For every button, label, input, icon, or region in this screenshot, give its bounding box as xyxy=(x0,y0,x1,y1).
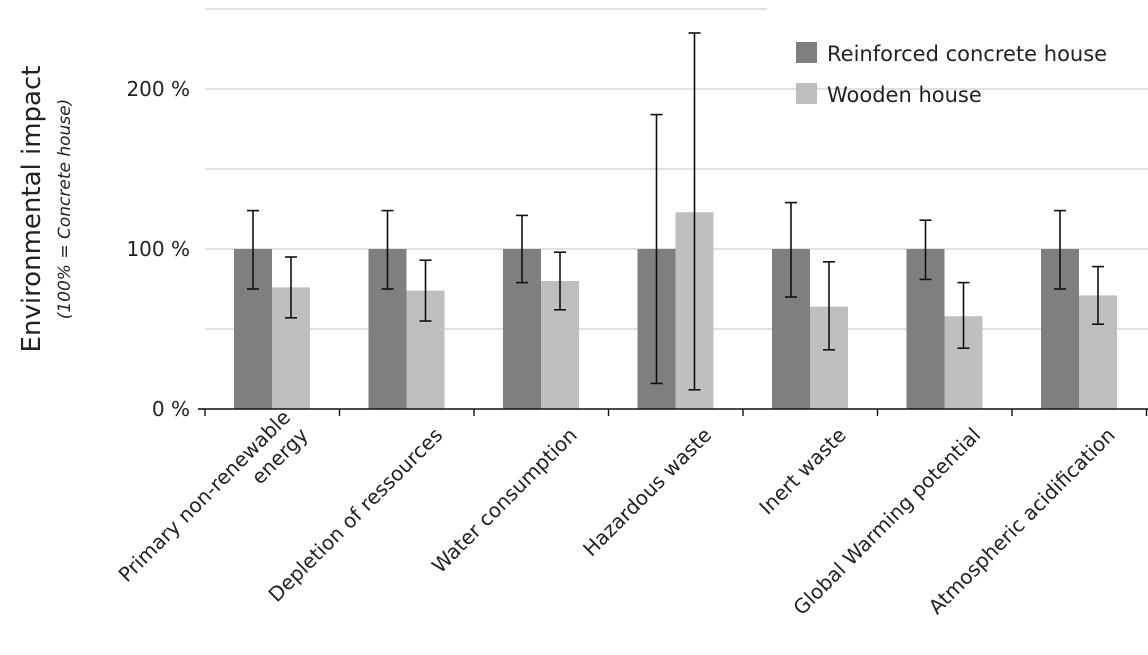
legend-label: Wooden house xyxy=(827,83,982,107)
legend-label: Reinforced concrete house xyxy=(827,42,1107,66)
x-tick-label-line: Primary non-renewable xyxy=(114,405,296,587)
legend: Reinforced concrete house Wooden house xyxy=(796,42,1107,107)
error-bars xyxy=(247,32,1104,391)
x-tick-label-line: Hazardous waste xyxy=(578,423,716,561)
x-tick-label: Water consumption xyxy=(427,423,582,578)
y-axis-sublabel: (100% = Concrete house) xyxy=(55,99,75,320)
y-tick-label: 100 % xyxy=(126,237,190,261)
x-tick-label: Hazardous waste xyxy=(578,423,716,561)
y-axis-label: Environmental impact xyxy=(17,66,47,353)
gridlines xyxy=(205,8,1148,330)
x-tick-label-line: Inert waste xyxy=(754,423,851,520)
y-tick-label: 0 % xyxy=(152,397,190,421)
bars xyxy=(234,212,1117,409)
legend-swatch xyxy=(796,42,817,63)
x-tick-label: Inert waste xyxy=(754,423,851,520)
y-tick-label: 200 % xyxy=(126,77,190,101)
x-tick-label-line: Water consumption xyxy=(427,423,582,578)
legend-swatch xyxy=(796,83,817,104)
